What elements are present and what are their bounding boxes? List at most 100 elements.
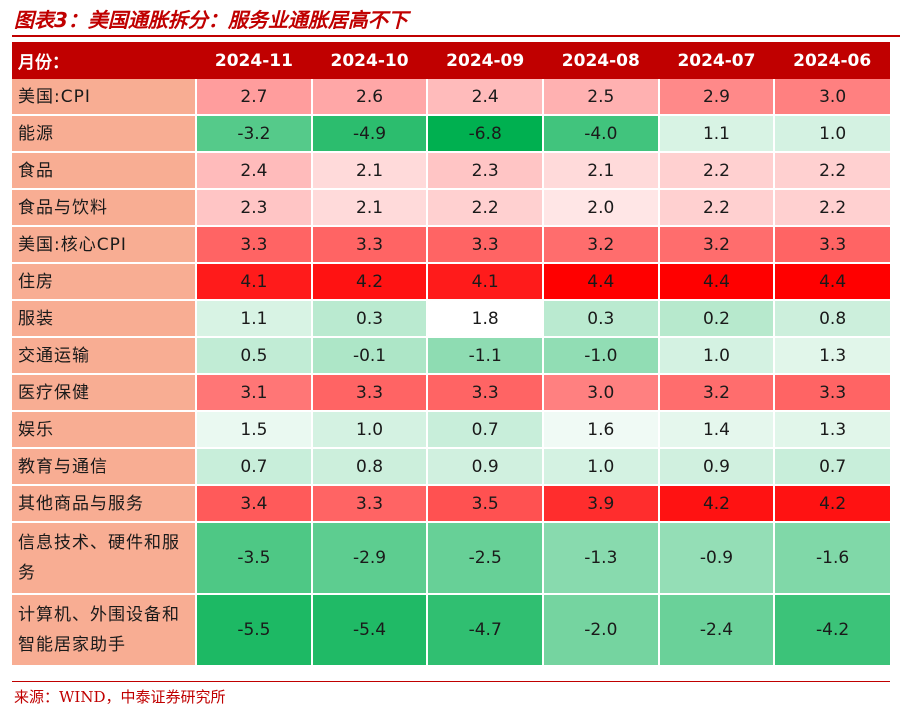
value-cell: 0.3	[542, 300, 659, 338]
value-cell: 4.4	[542, 263, 659, 301]
table-row: 娱乐 1.5 1.0 0.7 1.6 1.4 1.3	[12, 411, 890, 449]
footer-divider	[12, 681, 890, 682]
value-cell: 3.3	[310, 374, 428, 412]
value-cell: 2.6	[310, 79, 428, 116]
value-cell: -4.0	[542, 115, 659, 153]
source-note: 来源：WIND，中泰证券研究所	[14, 688, 226, 706]
table-row: 信息技术、硬件和服务 -3.5 -2.9 -2.5 -1.3 -0.9 -1.6	[12, 522, 890, 595]
row-label: 食品与饮料	[12, 189, 197, 227]
value-cell: 4.1	[195, 263, 312, 301]
row-label: 美国:核心CPI	[12, 225, 197, 264]
table-row: 计算机、外围设备和智能居家助手 -5.5 -5.4 -4.7 -2.0 -2.4 -4.2	[12, 594, 890, 667]
table-row: 美国:CPI 2.7 2.6 2.4 2.5 2.9 3.0	[12, 79, 890, 116]
value-cell: -2.0	[542, 594, 659, 667]
value-cell: 3.0	[773, 79, 890, 116]
value-cell: 1.0	[310, 411, 428, 449]
value-cell: 4.2	[773, 485, 890, 523]
table-row: 能源 -3.2 -4.9 -6.8 -4.0 1.1 1.0	[12, 115, 890, 153]
table-header-row: 月份： 2024-11 2024-10 2024-09 2024-08 2024…	[12, 42, 890, 79]
table-row: 食品与饮料 2.3 2.1 2.2 2.0 2.2 2.2	[12, 189, 890, 227]
value-cell: 1.0	[657, 337, 775, 375]
table-row: 医疗保健 3.1 3.3 3.3 3.0 3.2 3.3	[12, 374, 890, 412]
value-cell: 2.1	[310, 189, 428, 227]
value-cell: 3.3	[310, 225, 428, 264]
value-cell: 4.2	[310, 263, 428, 301]
value-cell: 2.9	[657, 79, 775, 116]
value-cell: 2.2	[657, 189, 775, 227]
value-cell: 1.3	[773, 411, 890, 449]
value-cell: 1.4	[657, 411, 775, 449]
value-cell: 1.1	[195, 300, 312, 338]
title-divider	[12, 35, 900, 37]
value-cell: 2.4	[426, 79, 543, 116]
table-row: 美国:核心CPI 3.3 3.3 3.3 3.2 3.2 3.3	[12, 225, 890, 264]
value-cell: -1.1	[426, 337, 543, 375]
value-cell: 1.1	[657, 115, 775, 153]
value-cell: 2.5	[542, 79, 659, 116]
row-label: 娱乐	[12, 411, 197, 449]
table-row: 教育与通信 0.7 0.8 0.9 1.0 0.9 0.7	[12, 448, 890, 486]
value-cell: 4.2	[657, 485, 775, 523]
value-cell: 2.2	[426, 189, 543, 227]
header-label: 月份：	[12, 42, 197, 79]
value-cell: 2.3	[195, 189, 312, 227]
header-period: 2024-08	[543, 42, 659, 79]
header-period: 2024-06	[774, 42, 890, 79]
value-cell: 0.2	[657, 300, 775, 338]
table-row: 服装 1.1 0.3 1.8 0.3 0.2 0.8	[12, 300, 890, 338]
value-cell: -4.7	[426, 594, 543, 667]
value-cell: 2.3	[426, 152, 543, 190]
value-cell: -1.3	[542, 522, 659, 595]
value-cell: -3.2	[195, 115, 312, 153]
table-row: 住房 4.1 4.2 4.1 4.4 4.4 4.4	[12, 263, 890, 301]
value-cell: 1.5	[195, 411, 312, 449]
value-cell: 2.4	[195, 152, 312, 190]
value-cell: 3.2	[657, 225, 775, 264]
value-cell: 1.0	[773, 115, 890, 153]
value-cell: 3.5	[426, 485, 543, 523]
value-cell: 0.9	[426, 448, 543, 486]
value-cell: 4.4	[657, 263, 775, 301]
value-cell: 3.1	[195, 374, 312, 412]
chart-title: 图表3：美国通胀拆分：服务业通胀居高不下	[14, 8, 408, 32]
row-label: 美国:CPI	[12, 79, 197, 116]
row-label: 计算机、外围设备和智能居家助手	[12, 594, 197, 667]
value-cell: 0.8	[773, 300, 890, 338]
value-cell: 2.2	[773, 152, 890, 190]
row-label: 其他商品与服务	[12, 485, 197, 523]
value-cell: 2.1	[310, 152, 428, 190]
value-cell: 2.7	[195, 79, 312, 116]
value-cell: -5.5	[195, 594, 312, 667]
value-cell: 2.2	[657, 152, 775, 190]
value-cell: 0.7	[426, 411, 543, 449]
value-cell: 3.0	[542, 374, 659, 412]
value-cell: -1.0	[542, 337, 659, 375]
value-cell: 0.9	[657, 448, 775, 486]
value-cell: 0.7	[195, 448, 312, 486]
row-label: 信息技术、硬件和服务	[12, 522, 197, 595]
value-cell: -2.4	[657, 594, 775, 667]
inflation-breakdown-table: 月份： 2024-11 2024-10 2024-09 2024-08 2024…	[12, 42, 890, 667]
value-cell: -3.5	[195, 522, 312, 595]
value-cell: 3.3	[773, 225, 890, 264]
value-cell: 1.0	[542, 448, 659, 486]
value-cell: 1.3	[773, 337, 890, 375]
value-cell: -2.9	[310, 522, 428, 595]
value-cell: 2.1	[542, 152, 659, 190]
value-cell: 3.3	[195, 225, 312, 264]
header-period: 2024-07	[658, 42, 775, 79]
value-cell: -2.5	[426, 522, 543, 595]
value-cell: 0.5	[195, 337, 312, 375]
value-cell: 0.3	[310, 300, 428, 338]
header-period: 2024-10	[311, 42, 428, 79]
value-cell: -4.9	[310, 115, 428, 153]
row-label: 食品	[12, 152, 197, 190]
value-cell: 0.8	[310, 448, 428, 486]
value-cell: 3.3	[773, 374, 890, 412]
value-cell: 3.2	[657, 374, 775, 412]
table-row: 交通运输 0.5 -0.1 -1.1 -1.0 1.0 1.3	[12, 337, 890, 375]
row-label: 交通运输	[12, 337, 197, 375]
value-cell: 1.8	[426, 300, 543, 338]
value-cell: 3.3	[426, 225, 543, 264]
value-cell: 3.9	[542, 485, 659, 523]
